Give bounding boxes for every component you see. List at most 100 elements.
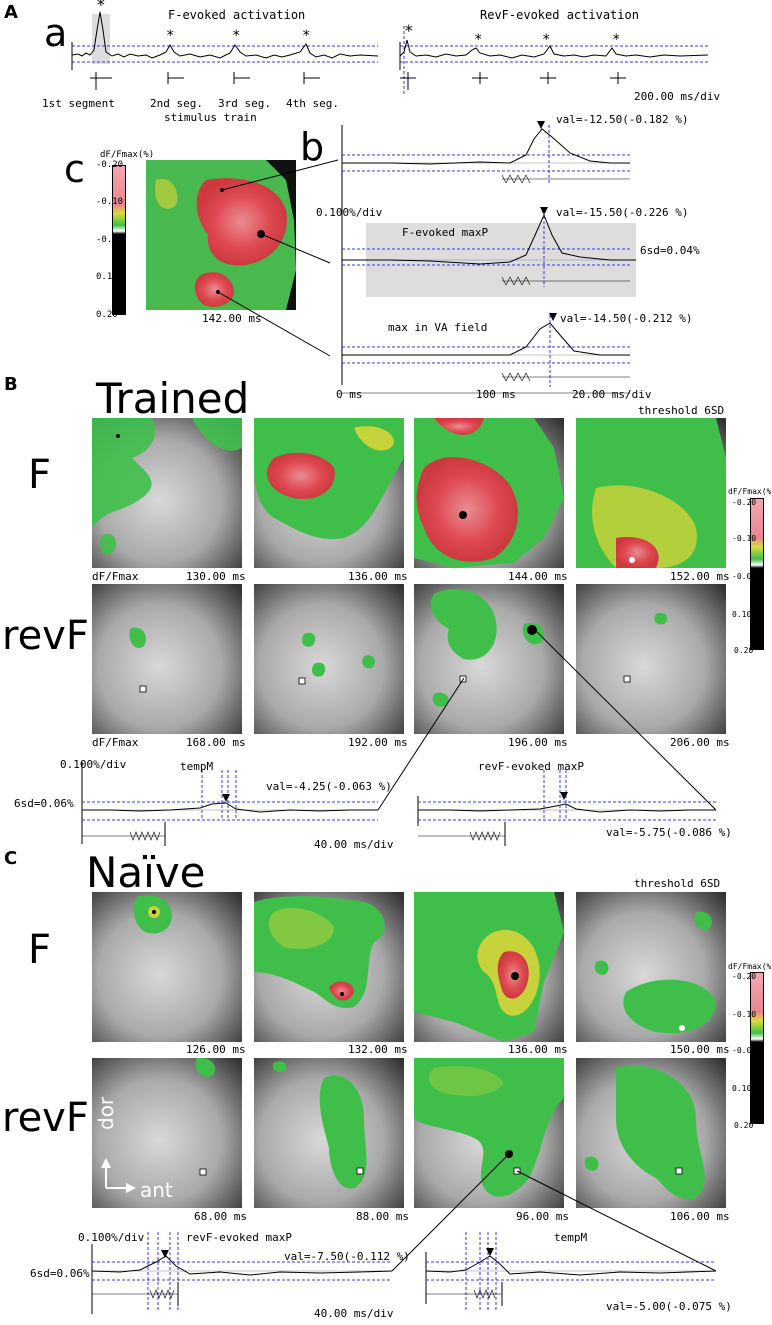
- colorbar-b-tick: 0.10: [732, 610, 752, 619]
- segment-1: 1st segment: [42, 97, 115, 110]
- segment-4: 4th seg.: [286, 97, 339, 110]
- trained-trace1-label: tempM: [180, 760, 214, 773]
- trained-f-time-3: 144.00 ms: [508, 570, 568, 583]
- panel-a-sub-c: c: [64, 147, 85, 191]
- naive-revf-time-4: 106.00 ms: [670, 1210, 730, 1223]
- naive-f-frame-2: [254, 892, 404, 1042]
- colorbar-a-tick: 0.10: [96, 272, 118, 282]
- trace1-val-a: val=-12.50(-0.182 %): [556, 113, 689, 126]
- naive-revf-time-2: 88.00 ms: [356, 1210, 409, 1223]
- trained-f-time-4: 152.00 ms: [670, 570, 730, 583]
- trained-trace2-val: val=-5.75(-0.086 %): [606, 826, 732, 839]
- panel-c-row-f: F: [28, 927, 52, 973]
- trained-trace1-val: val=-4.25(-0.063 %): [266, 780, 392, 793]
- panel-b-title: Trained: [96, 374, 250, 423]
- naive-trace1-label: revF-evoked maxP: [186, 1231, 292, 1244]
- trained-revf-time-3: 196.00 ms: [508, 736, 568, 749]
- naive-f-time-4: 150.00 ms: [670, 1043, 730, 1056]
- colorbar-a: [112, 165, 126, 315]
- svg-text:*: *: [474, 32, 482, 48]
- colorbar-a-tick: 0.20: [96, 310, 118, 320]
- overview-traces: * * * * * * * *: [71, 0, 709, 96]
- trace2-val-a: val=-15.50(-0.226 %): [556, 206, 689, 219]
- trained-f-frame-2: [254, 418, 404, 568]
- trained-revf-frame-1: [92, 584, 242, 734]
- connector-lines-b: [377, 627, 717, 811]
- peak-marker: *: [96, 0, 106, 14]
- naive-f-time-2: 132.00 ms: [348, 1043, 408, 1056]
- trace3-val-a: val=-14.50(-0.212 %): [560, 312, 693, 325]
- naive-revf-time-1: 68.00 ms: [194, 1210, 247, 1223]
- naive-revf-frame-4: [576, 1058, 726, 1208]
- colorbar-a-tick: -0.10: [96, 197, 124, 207]
- naive-vscale: 0.100%/div: [78, 1231, 145, 1244]
- panel-c-row-revf: revF: [2, 1095, 89, 1141]
- connector-lines-a: [217, 159, 339, 357]
- trained-sd: 6sd=0.06%: [14, 797, 74, 810]
- trained-revf-frame-4: [576, 584, 726, 734]
- vscale-a: 0.100%/div: [316, 206, 383, 219]
- trained-f-time-2: 136.00 ms: [348, 570, 408, 583]
- axis-0ms: 0 ms: [336, 388, 363, 401]
- panel-b-letter: B: [4, 374, 18, 395]
- naive-timescale: 40.00 ms/div: [314, 1307, 394, 1320]
- colorbar-c-tick: 0.10: [732, 1084, 752, 1093]
- naive-traces: [91, 1232, 717, 1314]
- naive-revf-frame-1: [92, 1058, 242, 1208]
- colorbar-c-label: dF/Fmax(%): [728, 962, 772, 971]
- naive-f-time-3: 136.00 ms: [508, 1043, 568, 1056]
- colorbar-a-label: dF/Fmax(%): [100, 150, 155, 160]
- naive-f-time-1: 126.00 ms: [186, 1043, 246, 1056]
- trained-revf-time-4: 206.00 ms: [670, 736, 730, 749]
- colorbar-c-tick: -0.10: [732, 1010, 757, 1019]
- svg-text:*: *: [166, 28, 174, 44]
- stimulus-train-label: stimulus train: [162, 111, 259, 124]
- naive-f-frame-4: [576, 892, 726, 1042]
- panel-b-threshold: threshold 6SD: [638, 404, 725, 417]
- svg-text:*: *: [232, 28, 240, 44]
- map-a-time: 142.00 ms: [202, 312, 262, 325]
- trained-traces: [81, 762, 716, 846]
- trace2-label-a: F-evoked maxP: [402, 226, 489, 239]
- timescale-b: 20.00 ms/div: [572, 388, 652, 401]
- colorbar-c-tick: 0.20: [734, 1121, 754, 1130]
- trained-trace2-label: revF-evoked maxP: [478, 760, 584, 773]
- colorbar-b-tick: 0.20: [734, 646, 754, 655]
- trained-revf-time-2: 192.00 ms: [348, 736, 408, 749]
- panel-c-title: Naïve: [86, 848, 206, 897]
- colorbar-a-tick: -0.00: [96, 235, 124, 245]
- colorbar-b-label: dF/Fmax(%): [728, 487, 772, 496]
- naive-trace2-val: val=-5.00(-0.075 %): [606, 1300, 732, 1313]
- panel-b-row-revf: revF: [2, 613, 89, 659]
- svg-text:*: *: [542, 32, 550, 48]
- timescale-a: 200.00 ms/div: [634, 90, 721, 103]
- trained-revf-frame-2: [254, 584, 404, 734]
- orient-ant: ant: [140, 1178, 173, 1202]
- trained-dffmax-label-2: dF/Fmax: [92, 736, 139, 749]
- trained-revf-frame-3: [414, 584, 564, 734]
- naive-trace1-val: val=-7.50(-0.112 %): [284, 1250, 410, 1263]
- colorbar-c-tick: -0.00: [732, 1046, 757, 1055]
- naive-revf-time-3: 96.00 ms: [516, 1210, 569, 1223]
- panel-a-letter: A: [4, 2, 18, 23]
- colorbar-b-tick: -0.20: [732, 498, 757, 507]
- colorbar-c: [750, 972, 764, 1124]
- panel-a-sub-a: a: [44, 11, 68, 55]
- trace3-label-a: max in VA field: [388, 321, 488, 334]
- trained-timescale: 40.00 ms/div: [314, 838, 394, 851]
- trained-revf-time-1: 168.00 ms: [186, 736, 246, 749]
- colorbar-b-tick: -0.00: [732, 572, 757, 581]
- title-f-evoked: F-evoked activation: [168, 8, 306, 22]
- trained-vscale: 0.100%/div: [60, 758, 127, 771]
- panel-b-row-f: F: [28, 452, 52, 498]
- trace-panel-b: [341, 121, 636, 394]
- activation-map-a: [146, 160, 296, 310]
- colorbar-c-tick: -0.20: [732, 972, 757, 981]
- revf-evoked-trace: [399, 39, 709, 59]
- naive-trace2-label: tempM: [554, 1231, 588, 1244]
- naive-f-frame-3: [414, 892, 564, 1042]
- naive-sd: 6sd=0.06%: [30, 1267, 90, 1280]
- segment-2: 2nd seg.: [150, 97, 203, 110]
- trace2-sd-a: 6sd=0.04%: [640, 244, 700, 257]
